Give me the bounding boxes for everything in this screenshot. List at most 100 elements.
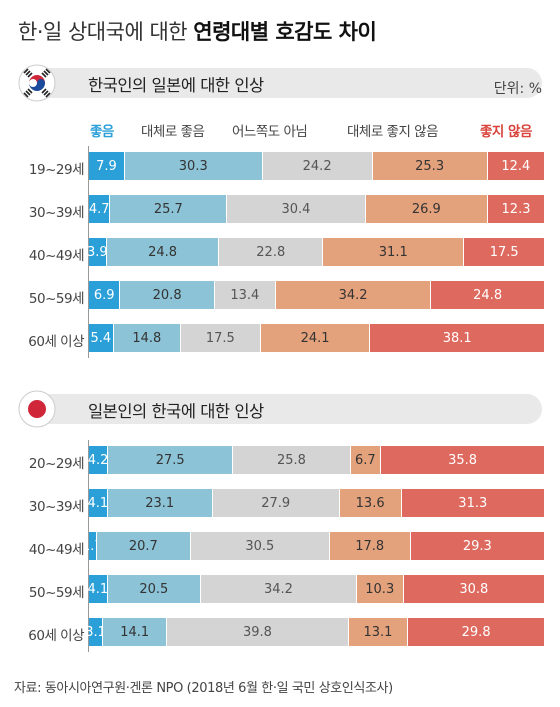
data-label: 38.1 — [442, 330, 472, 346]
data-label: 31.1 — [378, 244, 408, 260]
bar-segment-good: 6.9 — [89, 281, 121, 309]
category-label: 40~49세 — [28, 248, 85, 264]
bar-segment-neutral: 13.4 — [214, 281, 276, 309]
data-label: 14.1 — [120, 624, 150, 640]
category-label: 60세 이상 — [28, 628, 84, 644]
legend-item-bad: 좋지 않음 — [480, 124, 532, 140]
data-label: 4.2 — [87, 452, 109, 468]
data-label: 30.8 — [459, 581, 489, 597]
data-label: 17.8 — [355, 538, 385, 554]
data-label: 27.5 — [155, 452, 185, 468]
bar-segment-neutral: 30.5 — [190, 532, 330, 560]
bar-segment-fairly-bad: 34.2 — [275, 281, 432, 309]
data-label: 14.8 — [132, 330, 162, 346]
bar-segment-fairly-good: 20.8 — [120, 281, 215, 309]
bar-segment-bad: 30.8 — [403, 575, 544, 603]
data-label: 4.1 — [87, 495, 109, 511]
bar-segment-fairly-good: 25.7 — [110, 195, 228, 223]
bar-segment-good: 4.1 — [87, 575, 109, 603]
bar-segment-neutral: 27.9 — [212, 489, 340, 517]
data-label: 17.5 — [489, 244, 519, 260]
data-label: 4.1 — [87, 581, 109, 597]
bar-segment-neutral: 25.8 — [233, 446, 351, 474]
bar-segment-neutral: 24.2 — [262, 152, 373, 180]
data-label: 5.4 — [90, 330, 112, 346]
data-label: 34.2 — [263, 581, 293, 597]
category-label: 50~59세 — [28, 585, 85, 601]
bar-segment-fairly-bad: 13.1 — [348, 618, 409, 646]
bar-segment-fairly-bad: 13.6 — [339, 489, 402, 517]
bar-segment-neutral: 34.2 — [201, 575, 357, 603]
bar-segment-neutral: 22.8 — [219, 238, 324, 266]
data-label: 12.3 — [501, 201, 531, 217]
bar-segment-neutral: 30.4 — [227, 195, 366, 223]
bar-segment-good: 5.4 — [89, 324, 114, 352]
data-label: 24.1 — [300, 330, 330, 346]
data-label: 27.9 — [261, 495, 291, 511]
data-label: 13.4 — [230, 287, 260, 303]
bar-segment-bad: 12.3 — [488, 195, 544, 223]
data-label: 23.1 — [145, 495, 175, 511]
data-label: 6.7 — [355, 452, 376, 468]
bar-segment-fairly-good: 30.3 — [124, 152, 263, 180]
data-label: 17.5 — [205, 330, 235, 346]
bar-segment-good: 1.7 — [82, 532, 103, 560]
bar-segment-fairly-bad: 24.1 — [260, 324, 371, 352]
bar-segment-bad: 31.3 — [401, 489, 544, 517]
panel-title-korea: 한국인의 일본에 대한 인상 — [88, 76, 264, 95]
panel-header-japan: 일본인의 한국에 대한 인상 — [18, 390, 542, 428]
data-label: 13.1 — [363, 624, 393, 640]
axis-line — [88, 440, 89, 652]
axis-line — [88, 146, 89, 358]
data-label: 13.6 — [355, 495, 385, 511]
bar-segment-fairly-bad: 25.3 — [372, 152, 488, 180]
unit-label: 단위: % — [493, 81, 542, 97]
category-label: 30~39세 — [28, 205, 85, 221]
bar-segment-bad: 24.8 — [431, 281, 544, 309]
data-label: 3.1 — [85, 624, 106, 640]
bar-segment-fairly-bad: 26.9 — [365, 195, 489, 223]
title-light: 한·일 상대국에 대한 — [18, 20, 194, 44]
legend-item-fairly-good: 대체로 좋음 — [141, 124, 205, 140]
data-label: 26.9 — [411, 201, 441, 217]
bar-segment-bad: 17.5 — [464, 238, 544, 266]
bar-segment-fairly-bad: 10.3 — [356, 575, 404, 603]
data-label: 20.7 — [128, 538, 158, 554]
source-note: 자료: 동아시아연구원·겐론 NPO (2018년 6월 한·일 국민 상호인식… — [14, 681, 393, 696]
bar-segment-bad: 29.3 — [410, 532, 544, 560]
category-label: 60세 이상 — [28, 334, 84, 350]
bar-segment-bad: 12.4 — [487, 152, 544, 180]
category-label: 30~39세 — [28, 499, 85, 515]
legend-item-neutral: 어느쪽도 아님 — [232, 124, 308, 140]
data-label: 12.4 — [501, 158, 531, 174]
panel-header-bar — [34, 394, 542, 424]
data-label: 30.5 — [245, 538, 275, 554]
legend-item-good: 좋음 — [90, 124, 114, 140]
category-label: 50~59세 — [28, 291, 85, 307]
panel-title-japan: 일본인의 한국에 대한 인상 — [88, 402, 264, 421]
bar-segment-fairly-bad: 17.8 — [329, 532, 411, 560]
bar-segment-good: 7.9 — [89, 152, 125, 180]
bar-segment-good: 4.2 — [87, 446, 109, 474]
bar-segment-fairly-good: 14.8 — [113, 324, 181, 352]
bar-segment-fairly-good: 27.5 — [108, 446, 234, 474]
data-label: 22.8 — [256, 244, 286, 260]
category-label: 40~49세 — [28, 542, 85, 558]
bar-segment-neutral: 17.5 — [181, 324, 261, 352]
data-label: 30.4 — [281, 201, 311, 217]
data-label: 24.8 — [473, 287, 503, 303]
bar-segment-fairly-bad: 6.7 — [350, 446, 382, 474]
korea-flag-icon — [18, 64, 56, 102]
bar-segment-bad: 38.1 — [370, 324, 544, 352]
data-label: 7.9 — [96, 158, 117, 174]
bar-segment-good: 3.9 — [87, 238, 108, 266]
bar-segment-good: 4.1 — [87, 489, 109, 517]
data-label: 25.8 — [276, 452, 306, 468]
bar-segment-neutral: 39.8 — [167, 618, 349, 646]
bar-segment-fairly-good: 23.1 — [107, 489, 213, 517]
page-title: 한·일 상대국에 대한 연령대별 호감도 차이 — [18, 16, 377, 46]
data-label: 30.3 — [178, 158, 208, 174]
data-label: 31.3 — [458, 495, 488, 511]
panel-header-bar — [34, 68, 542, 98]
data-label: 20.8 — [152, 287, 182, 303]
